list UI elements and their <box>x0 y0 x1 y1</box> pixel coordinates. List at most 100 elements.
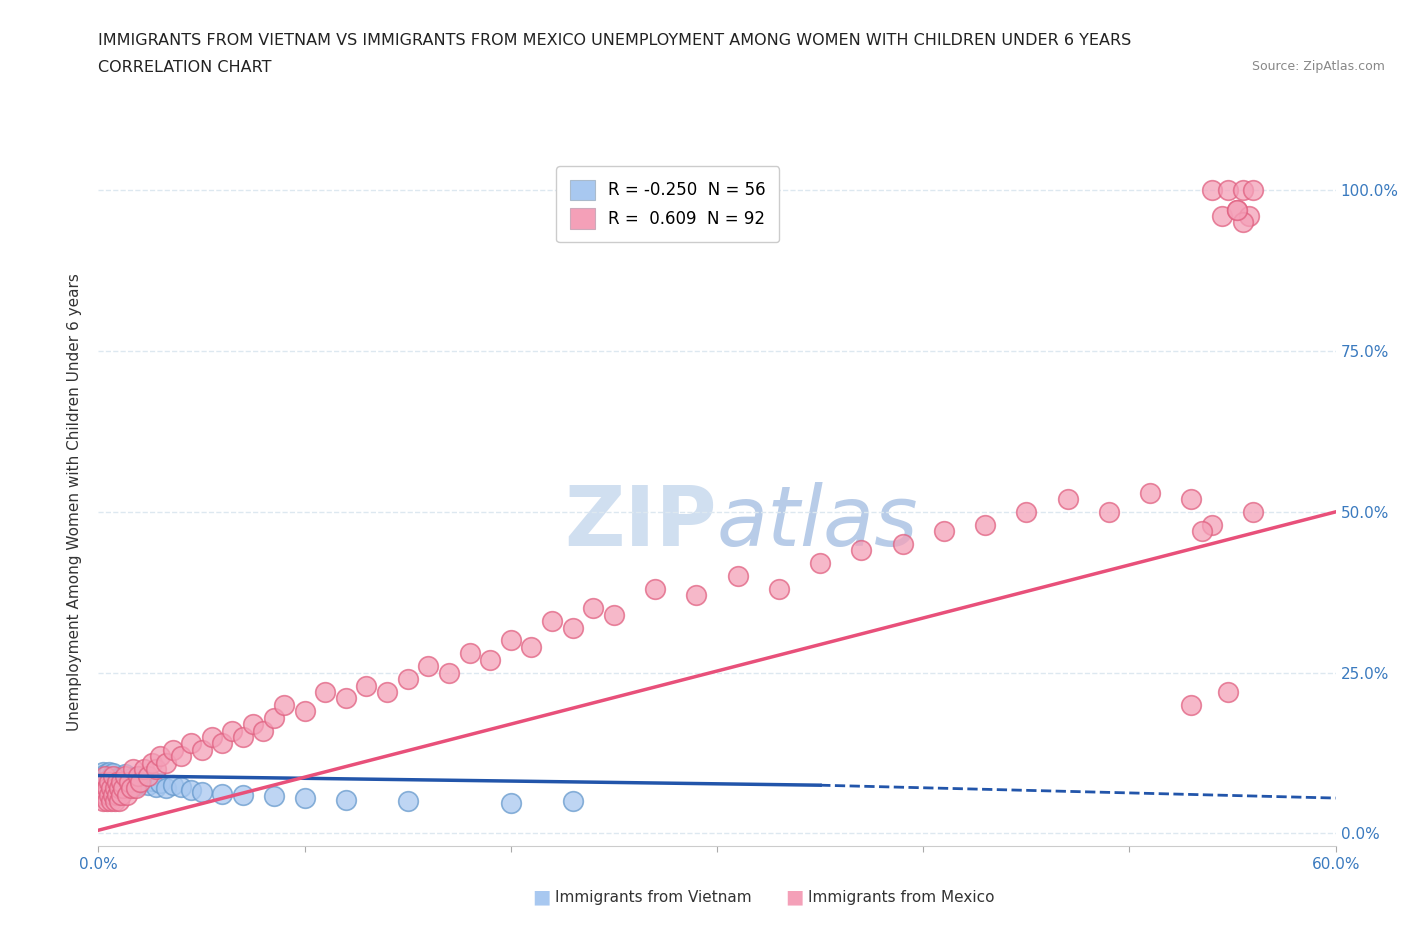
Point <box>93 768 115 783</box>
Point <box>108 773 131 788</box>
Point <box>132 762 155 777</box>
Point <box>1139 485 1161 500</box>
Point <box>232 788 254 803</box>
Point <box>128 775 150 790</box>
Point <box>263 789 285 804</box>
Point <box>1226 202 1249 217</box>
Point <box>851 543 873 558</box>
Point <box>101 781 124 796</box>
Point <box>437 665 460 680</box>
Point <box>155 755 177 770</box>
Point <box>96 781 118 796</box>
Point <box>458 646 481 661</box>
Point <box>91 775 114 790</box>
Point <box>499 795 522 810</box>
Point <box>1237 208 1260 223</box>
Point <box>1218 684 1240 699</box>
Point <box>644 581 666 596</box>
Text: ■: ■ <box>785 888 804 907</box>
Point <box>685 588 707 603</box>
Point <box>118 771 141 786</box>
Point <box>104 794 127 809</box>
Point <box>97 788 120 803</box>
Point <box>499 633 522 648</box>
Point <box>974 517 997 532</box>
Point <box>561 620 583 635</box>
Point <box>479 652 502 667</box>
Point <box>101 788 124 803</box>
Text: Immigrants from Vietnam: Immigrants from Vietnam <box>555 890 752 905</box>
Text: IMMIGRANTS FROM VIETNAM VS IMMIGRANTS FROM MEXICO UNEMPLOYMENT AMONG WOMEN WITH : IMMIGRANTS FROM VIETNAM VS IMMIGRANTS FR… <box>98 33 1132 47</box>
Point <box>105 775 128 790</box>
Point <box>117 777 139 792</box>
Point <box>97 764 120 779</box>
Point <box>155 781 177 796</box>
Point <box>112 779 135 794</box>
Point <box>1015 504 1038 519</box>
Point <box>108 794 131 809</box>
Point <box>561 794 583 809</box>
Point <box>96 768 118 783</box>
Point <box>100 781 122 796</box>
Point <box>89 788 111 803</box>
Point <box>1232 215 1254 230</box>
Point <box>1191 524 1213 538</box>
Point <box>1180 698 1202 712</box>
Point <box>97 772 120 787</box>
Point <box>294 790 316 805</box>
Point <box>375 684 398 699</box>
Point <box>768 581 790 596</box>
Point <box>100 769 122 784</box>
Point <box>108 781 131 796</box>
Point <box>314 684 336 699</box>
Point <box>89 771 111 786</box>
Point <box>97 779 120 794</box>
Point <box>396 794 419 809</box>
Point <box>1226 202 1249 217</box>
Point <box>114 767 136 782</box>
Point <box>1201 183 1223 198</box>
Point <box>727 569 749 584</box>
Text: Immigrants from Mexico: Immigrants from Mexico <box>808 890 995 905</box>
Text: CORRELATION CHART: CORRELATION CHART <box>98 60 271 75</box>
Point <box>124 781 146 796</box>
Point <box>252 724 274 738</box>
Point <box>120 781 142 796</box>
Point <box>162 777 184 792</box>
Point <box>127 768 149 783</box>
Point <box>100 794 122 809</box>
Point <box>541 614 564 629</box>
Point <box>93 767 115 782</box>
Point <box>96 782 118 797</box>
Point <box>242 717 264 732</box>
Point <box>356 678 378 693</box>
Point <box>112 781 135 796</box>
Point <box>201 729 224 744</box>
Point <box>105 778 128 793</box>
Point <box>105 788 128 803</box>
Point <box>141 755 163 770</box>
Point <box>104 781 127 796</box>
Point <box>162 742 184 757</box>
Point <box>120 776 142 790</box>
Text: atlas: atlas <box>717 483 918 564</box>
Point <box>180 782 202 797</box>
Text: ZIP: ZIP <box>565 483 717 564</box>
Point <box>149 776 172 790</box>
Point <box>1218 183 1240 198</box>
Point <box>105 771 128 786</box>
Point <box>108 781 131 796</box>
Point <box>122 762 145 777</box>
Point <box>1180 492 1202 507</box>
Point <box>117 788 139 803</box>
Point <box>93 788 115 803</box>
Point <box>96 794 118 809</box>
Point <box>101 768 124 783</box>
Point <box>127 772 149 787</box>
Point <box>932 524 955 538</box>
Point <box>136 777 159 792</box>
Point <box>110 769 132 784</box>
Point <box>263 711 285 725</box>
Point <box>294 704 316 719</box>
Point <box>141 773 163 788</box>
